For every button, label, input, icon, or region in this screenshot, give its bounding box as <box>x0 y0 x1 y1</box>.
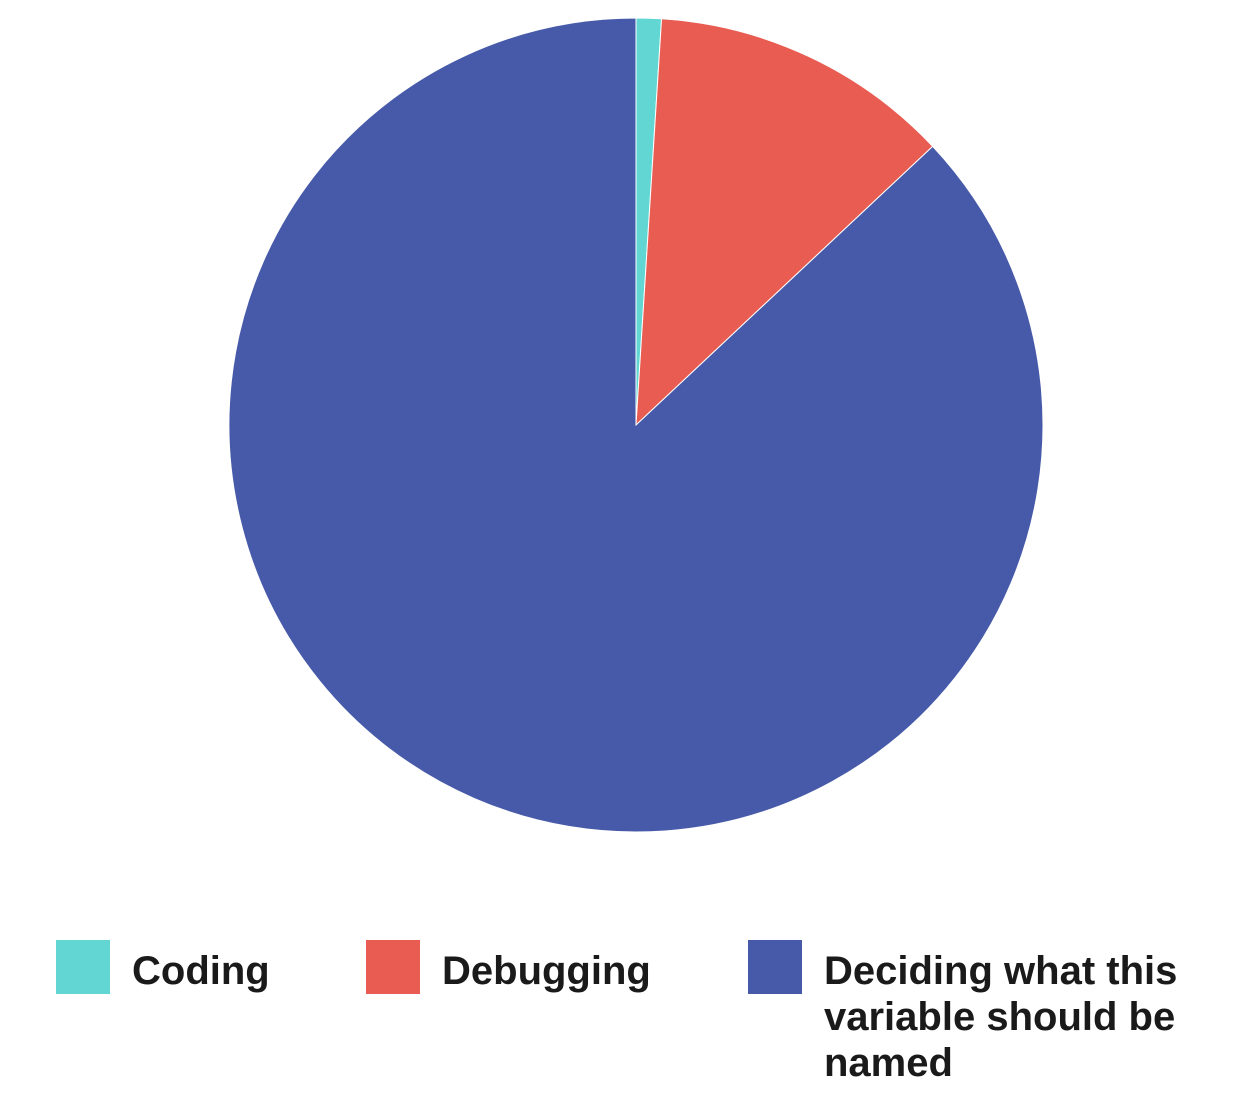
legend-label-debugging: Debugging <box>442 949 651 993</box>
legend-item-debugging: Debugging <box>366 940 651 994</box>
legend-swatch-coding <box>56 940 110 994</box>
legend-swatch-deciding-variable-name <box>748 940 802 994</box>
legend-label-coding: Coding <box>132 949 270 993</box>
legend-label-deciding-variable-name: Deciding what this variable should be na… <box>824 949 1178 1085</box>
legend-item-coding: Coding <box>56 940 270 994</box>
legend-swatch-debugging <box>366 940 420 994</box>
chart-legend: Coding Debugging Deciding what this vari… <box>0 940 1252 1100</box>
pie-chart <box>228 17 1044 833</box>
pie-slice-deciding-variable-name <box>228 17 1044 833</box>
pie-slice-debugging <box>635 18 934 427</box>
legend-item-deciding-variable-name: Deciding what this variable should be na… <box>748 940 1244 1086</box>
